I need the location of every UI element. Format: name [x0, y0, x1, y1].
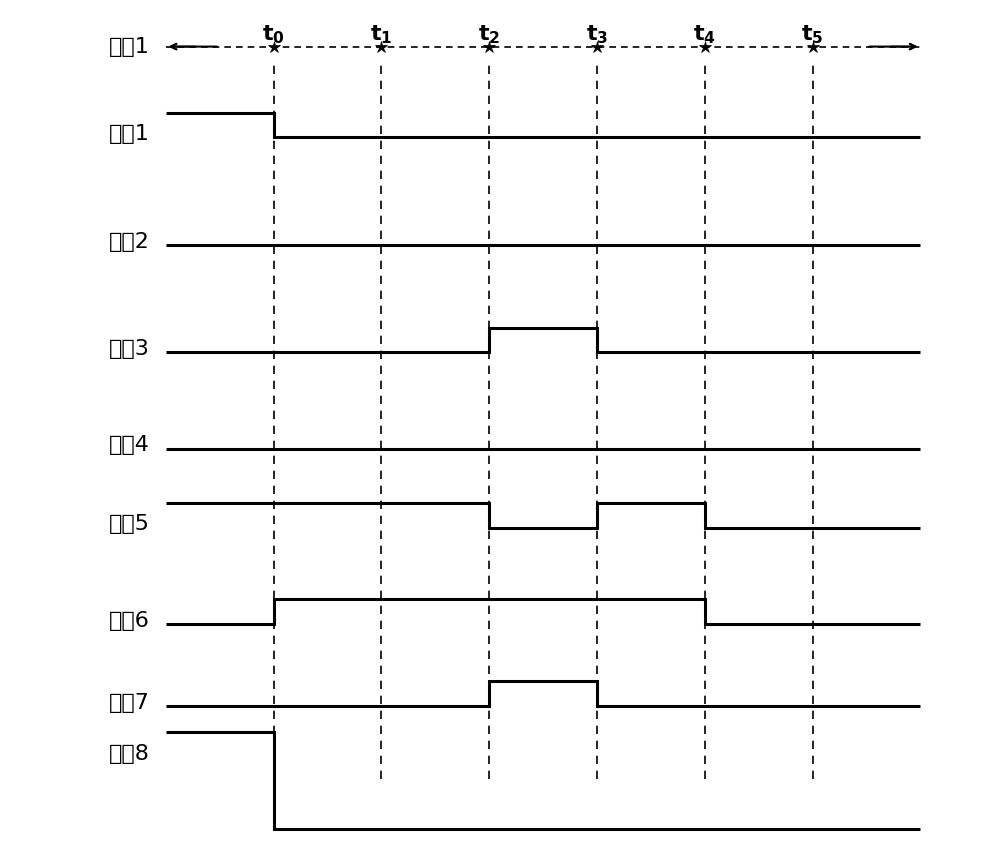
Text: $\mathbf{t_4}$: $\mathbf{t_4}$	[693, 23, 716, 46]
Text: 开兴6: 开兴6	[109, 611, 150, 631]
Text: $\mathbf{t_3}$: $\mathbf{t_3}$	[586, 23, 608, 46]
Text: 开兴4: 开兴4	[109, 436, 150, 456]
Text: 开兴1: 开兴1	[109, 36, 150, 56]
Text: $\mathbf{t_2}$: $\mathbf{t_2}$	[478, 23, 500, 46]
Text: $\mathbf{t_1}$: $\mathbf{t_1}$	[370, 23, 393, 46]
Text: 开兴8: 开兴8	[109, 744, 150, 764]
Text: 开兴1: 开兴1	[109, 124, 150, 144]
Text: 开兴5: 开兴5	[109, 515, 150, 535]
Text: $\mathbf{t_5}$: $\mathbf{t_5}$	[801, 23, 824, 46]
Text: 开兴7: 开兴7	[109, 693, 150, 713]
Text: 开兴3: 开兴3	[109, 339, 150, 359]
Text: 开兴2: 开兴2	[109, 232, 150, 252]
Text: $\mathbf{t_0}$: $\mathbf{t_0}$	[262, 23, 285, 46]
